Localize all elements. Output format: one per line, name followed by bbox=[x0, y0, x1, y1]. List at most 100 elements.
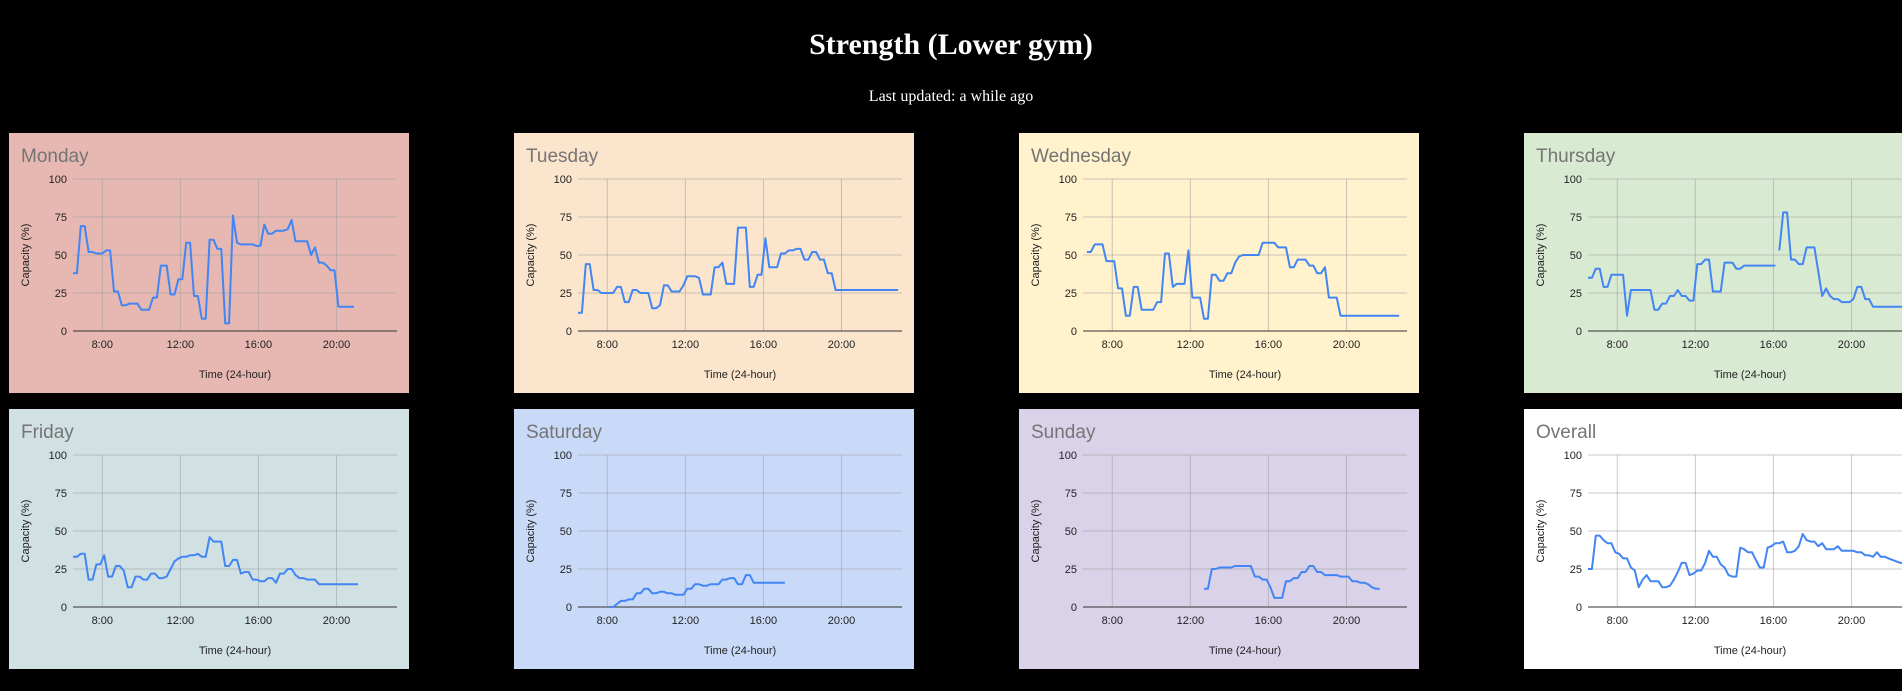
x-axis-label: Time (24-hour) bbox=[1209, 369, 1281, 381]
x-tick-label: 8:00 bbox=[92, 339, 113, 351]
y-tick-label: 0 bbox=[566, 602, 572, 614]
chart-title: Sunday bbox=[1031, 422, 1096, 443]
x-tick-label: 8:00 bbox=[597, 615, 618, 627]
chart-background bbox=[1524, 409, 1902, 669]
x-tick-label: 20:00 bbox=[1838, 615, 1866, 627]
x-tick-label: 8:00 bbox=[1607, 339, 1628, 351]
x-tick-label: 16:00 bbox=[245, 615, 273, 627]
x-tick-label: 12:00 bbox=[672, 339, 700, 351]
chart-panel-thursday: Thursday 0 25 50 75 100 8:00 12:00 16:00 20:00 Tim… bbox=[1524, 133, 1902, 393]
series-line-segment-2 bbox=[1778, 211, 1902, 308]
x-tick-label: 12:00 bbox=[1682, 615, 1710, 627]
y-tick-label: 0 bbox=[1576, 602, 1582, 614]
x-tick-label: 16:00 bbox=[1255, 615, 1283, 627]
chart-panel-tuesday: Tuesday 0 25 50 75 100 8:00 12:00 16:00 20:00 Time… bbox=[514, 133, 914, 393]
y-tick-label: 100 bbox=[1564, 174, 1582, 186]
y-tick-label: 100 bbox=[554, 174, 572, 186]
y-tick-label: 75 bbox=[55, 212, 67, 224]
series-line bbox=[1588, 258, 1776, 317]
x-tick-label: 20:00 bbox=[1838, 339, 1866, 351]
y-tick-label: 100 bbox=[1059, 450, 1077, 462]
series-line bbox=[1204, 565, 1380, 599]
y-axis-label: Capacity (%) bbox=[20, 224, 32, 287]
y-axis-label: Capacity (%) bbox=[1535, 500, 1547, 563]
x-tick-label: 8:00 bbox=[1102, 615, 1123, 627]
y-tick-label: 50 bbox=[1570, 250, 1582, 262]
x-tick-label: 8:00 bbox=[597, 339, 618, 351]
x-tick-label: 20:00 bbox=[323, 339, 351, 351]
y-tick-label: 75 bbox=[1065, 212, 1077, 224]
y-tick-label: 25 bbox=[55, 288, 67, 300]
x-axis-label: Time (24-hour) bbox=[199, 645, 271, 657]
y-tick-label: 0 bbox=[1071, 326, 1077, 338]
chart-background bbox=[1524, 133, 1902, 393]
x-tick-label: 16:00 bbox=[1760, 339, 1788, 351]
y-tick-label: 50 bbox=[560, 250, 572, 262]
chart-panel-overall: Overall 0 25 50 75 100 8:00 12:00 16:00 20:00 Time… bbox=[1524, 409, 1902, 669]
last-updated-text: Last updated: a while ago bbox=[868, 88, 1034, 105]
chart-svg-thursday: Thursday 0 25 50 75 100 8:00 12:00 16:00 20:00 Tim… bbox=[1524, 133, 1902, 393]
x-axis-label: Time (24-hour) bbox=[1714, 369, 1786, 381]
y-tick-label: 75 bbox=[1570, 488, 1582, 500]
y-tick-label: 50 bbox=[1570, 526, 1582, 538]
y-axis-label: Capacity (%) bbox=[1030, 224, 1042, 287]
y-tick-label: 100 bbox=[1564, 450, 1582, 462]
x-tick-label: 12:00 bbox=[1682, 339, 1710, 351]
x-tick-label: 12:00 bbox=[672, 615, 700, 627]
x-tick-label: 16:00 bbox=[750, 339, 778, 351]
chart-svg-sunday: Sunday 0 25 50 75 100 8:00 12:00 16:00 20:00 Time … bbox=[1019, 409, 1419, 669]
y-tick-label: 50 bbox=[560, 526, 572, 538]
series-line bbox=[1588, 533, 1902, 589]
x-axis-label: Time (24-hour) bbox=[199, 369, 271, 381]
y-axis-label: Capacity (%) bbox=[525, 224, 537, 287]
chart-title: Friday bbox=[21, 422, 74, 443]
y-axis-label: Capacity (%) bbox=[1535, 224, 1547, 287]
series-line bbox=[73, 214, 355, 325]
chart-background bbox=[514, 133, 914, 393]
x-axis-label: Time (24-hour) bbox=[1714, 645, 1786, 657]
x-tick-label: 12:00 bbox=[167, 615, 195, 627]
y-tick-label: 75 bbox=[560, 212, 572, 224]
x-tick-label: 16:00 bbox=[1760, 615, 1788, 627]
chart-svg-monday: Monday 0 25 50 75 100 8:00 12:00 16:00 20:00 Time … bbox=[9, 133, 409, 393]
y-tick-label: 75 bbox=[1570, 212, 1582, 224]
y-tick-label: 50 bbox=[1065, 250, 1077, 262]
x-tick-label: 16:00 bbox=[245, 339, 273, 351]
chart-svg-overall: Overall 0 25 50 75 100 8:00 12:00 16:00 20:00 Time… bbox=[1524, 409, 1902, 669]
chart-panel-monday: Monday 0 25 50 75 100 8:00 12:00 16:00 20:00 Time … bbox=[9, 133, 409, 393]
y-axis-label: Capacity (%) bbox=[525, 500, 537, 563]
y-tick-label: 25 bbox=[1570, 288, 1582, 300]
page-title: Strength (Lower gym) bbox=[809, 28, 1093, 61]
chart-background bbox=[1019, 409, 1419, 669]
y-tick-label: 50 bbox=[1065, 526, 1077, 538]
y-tick-label: 75 bbox=[560, 488, 572, 500]
y-tick-label: 25 bbox=[1570, 564, 1582, 576]
y-tick-label: 0 bbox=[61, 602, 67, 614]
x-tick-label: 8:00 bbox=[1102, 339, 1123, 351]
x-tick-label: 20:00 bbox=[828, 615, 856, 627]
x-tick-label: 16:00 bbox=[750, 615, 778, 627]
x-tick-label: 8:00 bbox=[1607, 615, 1628, 627]
x-axis-label: Time (24-hour) bbox=[704, 369, 776, 381]
x-tick-label: 8:00 bbox=[92, 615, 113, 627]
chart-panel-saturday: Saturday 0 25 50 75 100 8:00 12:00 16:00 20:00 Tim… bbox=[514, 409, 914, 669]
y-tick-label: 75 bbox=[1065, 488, 1077, 500]
chart-title: Saturday bbox=[526, 422, 603, 443]
chart-svg-wednesday: Wednesday 0 25 50 75 100 8:00 12:00 16:00 20:00 Ti… bbox=[1019, 133, 1419, 393]
y-tick-label: 50 bbox=[55, 250, 67, 262]
y-tick-label: 25 bbox=[1065, 564, 1077, 576]
y-tick-label: 25 bbox=[1065, 288, 1077, 300]
chart-panel-wednesday: Wednesday 0 25 50 75 100 8:00 12:00 16:00 20:00 Ti… bbox=[1019, 133, 1419, 393]
y-tick-label: 0 bbox=[1071, 602, 1077, 614]
y-tick-label: 50 bbox=[55, 526, 67, 538]
chart-panel-friday: Friday 0 25 50 75 100 8:00 12:00 16:00 20:00 Time … bbox=[9, 409, 409, 669]
x-tick-label: 12:00 bbox=[1177, 339, 1205, 351]
y-axis-label: Capacity (%) bbox=[1030, 500, 1042, 563]
y-tick-label: 0 bbox=[61, 326, 67, 338]
chart-svg-tuesday: Tuesday 0 25 50 75 100 8:00 12:00 16:00 20:00 Time… bbox=[514, 133, 914, 393]
series-line bbox=[73, 536, 358, 589]
y-axis-label: Capacity (%) bbox=[20, 500, 32, 563]
y-tick-label: 0 bbox=[1576, 326, 1582, 338]
chart-title: Monday bbox=[21, 146, 89, 167]
x-tick-label: 20:00 bbox=[1333, 615, 1361, 627]
